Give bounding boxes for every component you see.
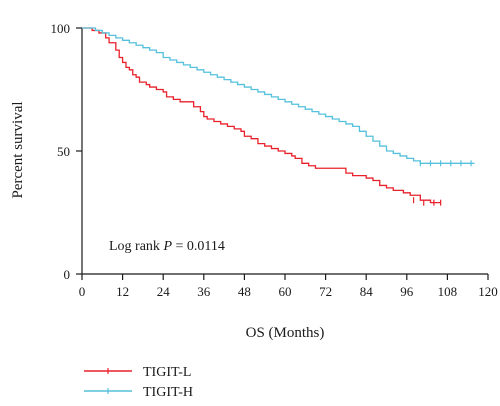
x-tick-label: 96 xyxy=(400,284,414,299)
y-tick-label: 0 xyxy=(64,267,71,282)
x-tick-label: 108 xyxy=(438,284,458,299)
legend-label: TIGIT-L xyxy=(143,365,191,380)
series-line-tigit-h xyxy=(82,27,475,164)
y-tick-label: 50 xyxy=(57,144,70,159)
y-axis-title: Percent survival xyxy=(10,101,26,198)
x-tick-label: 60 xyxy=(279,284,292,299)
x-tick-label: 48 xyxy=(238,284,251,299)
series-line-tigit-l xyxy=(82,27,441,204)
x-tick-label: 120 xyxy=(478,284,498,299)
x-tick-label: 24 xyxy=(157,284,171,299)
annotation-suffix: = 0.0114 xyxy=(172,239,225,254)
x-tick-label: 84 xyxy=(360,284,374,299)
y-tick-label: 100 xyxy=(51,21,71,36)
x-tick-label: 12 xyxy=(116,284,129,299)
legend-label: TIGIT-H xyxy=(143,385,193,400)
legend: TIGIT-L TIGIT-H xyxy=(84,365,193,400)
x-axis-title: OS (Months) xyxy=(246,325,325,341)
axes: 0 12 24 36 48 60 72 84 96 108 120 0 50 100 xyxy=(51,21,498,299)
x-tick-label: 0 xyxy=(79,284,86,299)
legend-item-tigit-h: TIGIT-H xyxy=(84,385,193,400)
annotation-prefix: Log rank xyxy=(109,239,163,254)
legend-item-tigit-l: TIGIT-L xyxy=(84,365,191,380)
annotation-stat: P xyxy=(162,239,172,254)
x-tick-label: 72 xyxy=(319,284,332,299)
plot-area xyxy=(82,27,475,206)
x-tick-label: 36 xyxy=(197,284,211,299)
log-rank-annotation: Log rank P = 0.0114 xyxy=(109,239,225,254)
